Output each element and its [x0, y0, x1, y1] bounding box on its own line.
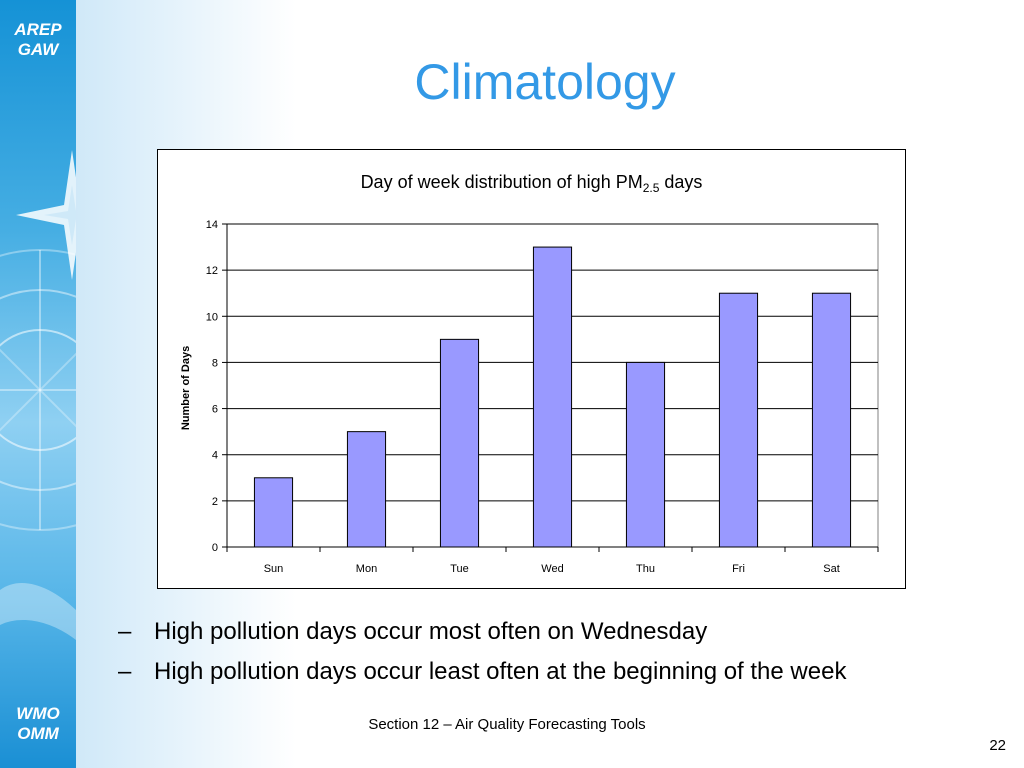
bullet-list: – High pollution days occur most often o… [118, 612, 998, 692]
bar-sun [253, 477, 294, 548]
chart-title-main: Day of week distribution of high PM [360, 172, 643, 192]
bullet-item: – High pollution days occur least often … [118, 652, 998, 692]
logo-top-line1: AREP [14, 20, 62, 39]
y-tick-label: 8 [212, 357, 218, 369]
x-tick-label: Mon [356, 563, 377, 575]
sidebar: AREP GAW WMO OMM [0, 0, 76, 768]
bar-chart: 0 2 4 6 8 10 12 14 Sun Mon Tue Wed Thu Fri Sat Number … [180, 219, 879, 575]
chart-title-suffix: days [659, 172, 703, 192]
compass-rose-icon [0, 150, 76, 640]
bullet-item: – High pollution days occur most often o… [118, 612, 998, 652]
y-tick-label: 12 [206, 265, 218, 277]
bar-thu [625, 361, 666, 548]
chart-title-subscript: 2.5 [642, 181, 660, 195]
bullet-text: High pollution days occur least often at… [154, 658, 847, 685]
x-tick-label: Tue [450, 563, 469, 575]
logo-bottom-line1: WMO [16, 704, 60, 723]
y-tick-label: 14 [206, 219, 218, 231]
bar-tue [439, 338, 480, 548]
bullet-marker: – [118, 658, 132, 685]
axes: 0 2 4 6 8 10 12 14 Sun Mon Tue Wed Thu Fri Sat [206, 219, 879, 575]
y-tick-label: 0 [212, 542, 218, 554]
logo-bottom-line2: OMM [17, 724, 59, 743]
x-tick-label: Fri [732, 563, 745, 575]
y-axis-title: Number of Days [180, 346, 192, 430]
y-tick-label: 10 [206, 311, 218, 323]
bars [253, 246, 852, 548]
bar-sat [811, 292, 852, 548]
x-tick-label: Wed [541, 563, 563, 575]
x-tick-label: Thu [636, 563, 655, 575]
bullet-marker: – [118, 618, 132, 645]
chart-title: Day of week distribution of high PM2.5 d… [158, 172, 905, 195]
logo-top-line2: GAW [17, 40, 59, 59]
chart-frame: Day of week distribution of high PM2.5 d… [157, 149, 906, 589]
arep-gaw-logo: AREP GAW [0, 20, 76, 60]
bar-fri [718, 292, 759, 548]
bar-wed [532, 246, 573, 548]
slide-title: Climatology [414, 54, 676, 110]
bar-mon [346, 431, 387, 548]
page-number: 22 [989, 737, 1006, 754]
footer-text: Section 12 – Air Quality Forecasting Too… [368, 716, 646, 733]
y-tick-label: 6 [212, 404, 218, 416]
x-tick-label: Sun [264, 563, 284, 575]
wmo-omm-logo: WMO OMM [0, 704, 76, 744]
x-tick-label: Sat [823, 563, 840, 575]
y-tick-label: 4 [212, 450, 218, 462]
y-tick-label: 2 [212, 496, 218, 508]
bullet-text: High pollution days occur most often on … [154, 618, 708, 645]
